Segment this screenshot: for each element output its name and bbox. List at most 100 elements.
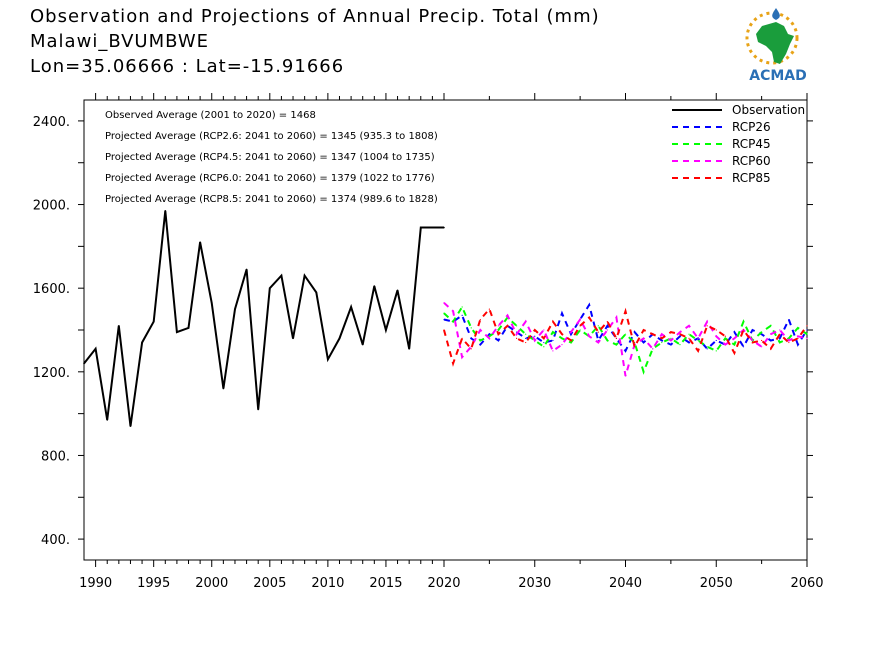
- rcp60-point: [706, 321, 708, 323]
- rcp45-point: [779, 341, 781, 344]
- x-tick-label: 2020: [427, 576, 460, 591]
- water-drop-icon: [772, 8, 780, 20]
- rcp45-point: [742, 321, 745, 323]
- station-coordinates: Lon=35.06666 : Lat=-15.91666: [30, 56, 345, 77]
- rcp85-point: [624, 310, 627, 312]
- rcp26-point: [761, 333, 763, 335]
- stat-line: Projected Average (RCP2.6: 2041 to 2060)…: [105, 131, 438, 142]
- x-tick-label: 2005: [253, 576, 286, 591]
- rcp60-point: [606, 329, 608, 331]
- y-tick-label: 800.: [41, 449, 70, 464]
- observation-point: [106, 419, 109, 421]
- rcp26-point: [488, 333, 490, 335]
- rcp26-point: [788, 318, 790, 321]
- logo-text: ACMAD: [749, 68, 807, 84]
- rcp26-point: [543, 341, 545, 344]
- observation-point: [419, 226, 422, 229]
- observation-point: [292, 337, 294, 340]
- rcp85-point: [488, 308, 490, 310]
- rcp85-point: [733, 352, 736, 354]
- rcp85-point: [697, 350, 699, 352]
- rcp45-point: [452, 321, 454, 323]
- observation-line: [83, 210, 444, 427]
- rcp45-point: [525, 333, 527, 335]
- rcp60-point: [443, 302, 445, 304]
- observation-point: [269, 287, 271, 289]
- rcp26-point: [588, 304, 590, 306]
- rcp85-line: [443, 307, 808, 367]
- observation-point: [396, 289, 399, 292]
- rcp85-point: [461, 337, 463, 339]
- legend: Observation RCP26 RCP45 RCP60 RCP85: [672, 103, 805, 185]
- rcp45-point: [461, 306, 463, 308]
- observation-point: [199, 241, 201, 243]
- legend-label: Observation: [732, 103, 805, 117]
- series-layer: [83, 210, 808, 427]
- rcp60-point: [624, 375, 627, 377]
- rcp85-point: [806, 325, 808, 327]
- rcp60-point: [588, 335, 590, 337]
- rcp26-point: [497, 339, 500, 342]
- rcp26-point: [606, 325, 608, 327]
- observation-point: [361, 343, 364, 346]
- rcp60-point: [525, 321, 527, 323]
- rcp60-point: [552, 350, 554, 352]
- africa-map-icon: [756, 22, 794, 64]
- observation-point: [408, 348, 410, 350]
- observation-point: [222, 387, 225, 390]
- rcp85-point: [670, 331, 672, 333]
- rcp85-point: [797, 337, 799, 339]
- rcp26-point: [742, 346, 745, 348]
- rcp85-point: [525, 341, 527, 344]
- rcp26-point: [688, 341, 690, 344]
- rcp26-point: [715, 339, 717, 342]
- rcp45-point: [643, 371, 645, 373]
- rcp60-point: [697, 337, 699, 339]
- observation-point: [385, 329, 387, 331]
- rcp45-point: [497, 329, 500, 331]
- rcp85-point: [516, 337, 518, 339]
- rcp60-point: [652, 348, 654, 350]
- legend-label: RCP26: [732, 120, 771, 134]
- rcp60-point: [670, 339, 672, 342]
- rcp85-point: [606, 321, 608, 323]
- rcp85-point: [588, 316, 590, 319]
- x-tick-label: 2010: [311, 576, 344, 591]
- rcp45-point: [579, 329, 581, 331]
- legend-label: RCP60: [732, 154, 771, 168]
- rcp60-point: [715, 335, 717, 337]
- rcp60-point: [788, 339, 790, 342]
- rcp45-point: [670, 337, 672, 339]
- rcp45-point: [770, 325, 772, 327]
- rcp85-point: [552, 321, 554, 323]
- y-tick-label: 400.: [41, 533, 70, 548]
- rcp45-point: [733, 344, 736, 346]
- legend-label: RCP85: [732, 171, 771, 185]
- rcp45-point: [479, 339, 481, 342]
- rcp26-point: [534, 335, 536, 337]
- observation-point: [350, 306, 352, 308]
- rcp85-point: [679, 333, 681, 335]
- rcp85-point: [633, 346, 636, 348]
- observation-point: [118, 325, 120, 327]
- rcp26-point: [525, 337, 527, 339]
- observation-point: [280, 274, 283, 277]
- rcp85-point: [534, 329, 536, 331]
- stat-line: Observed Average (2001 to 2020) = 1468: [105, 110, 316, 121]
- rcp85-point: [770, 348, 772, 350]
- rcp85-point: [751, 341, 754, 344]
- rcp60-point: [461, 356, 463, 358]
- rcp45-point: [561, 337, 563, 339]
- rcp60-point: [452, 310, 454, 312]
- observation-point: [176, 331, 178, 333]
- rcp45-point: [788, 337, 790, 339]
- rcp26-point: [570, 333, 572, 335]
- rcp85-point: [570, 339, 572, 342]
- rcp45-point: [597, 325, 599, 327]
- rcp60-point: [497, 325, 500, 327]
- observation-point: [210, 302, 213, 304]
- rcp85-point: [479, 318, 481, 321]
- y-tick-label: 2400.: [33, 115, 70, 130]
- rcp60-point: [797, 335, 799, 337]
